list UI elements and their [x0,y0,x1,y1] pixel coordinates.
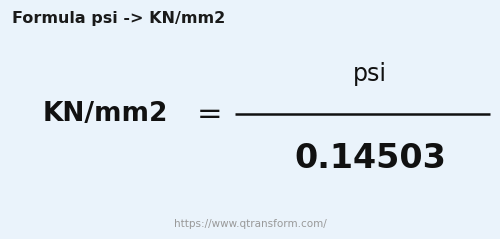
Text: https://www.qtransform.com/: https://www.qtransform.com/ [174,219,326,229]
Text: psi: psi [353,62,387,86]
Text: KN/mm2: KN/mm2 [42,101,168,127]
Text: Formula psi -> KN/mm2: Formula psi -> KN/mm2 [12,11,225,26]
Text: =: = [197,99,223,129]
Text: 0.14503: 0.14503 [294,142,446,175]
